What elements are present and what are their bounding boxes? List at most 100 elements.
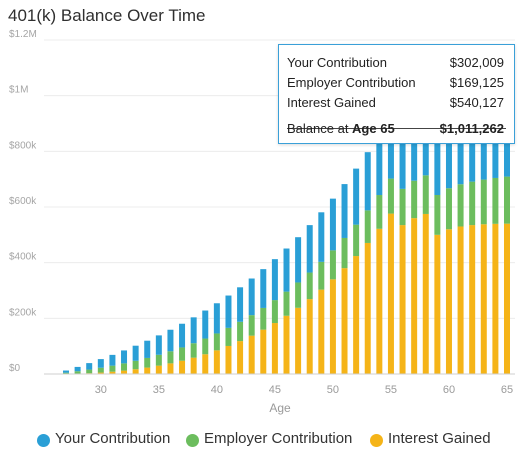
bar-segment-your-contribution	[86, 363, 93, 370]
bar-segment-employer-contribution	[434, 194, 441, 235]
bar-segment-your-contribution	[121, 350, 128, 364]
bar-segment-employer-contribution	[422, 175, 429, 214]
bar-segment-your-contribution	[434, 123, 441, 195]
bar-segment-employer-contribution	[225, 327, 232, 346]
bar-segment-interest-gained	[202, 354, 209, 374]
bar-segment-interest-gained	[387, 213, 394, 374]
bar-segment-employer-contribution	[376, 195, 383, 229]
bar-segment-your-contribution	[295, 237, 302, 283]
x-tick-label: 50	[327, 384, 339, 396]
bar-segment-your-contribution	[341, 184, 348, 238]
bar-segment-your-contribution	[132, 345, 139, 361]
legend-dot-icon	[186, 434, 199, 447]
bar-segment-employer-contribution	[237, 321, 244, 342]
bar-segment-your-contribution	[399, 124, 406, 189]
bar-segment-your-contribution	[387, 116, 394, 179]
bar-segment-interest-gained	[399, 225, 406, 374]
bar-segment-interest-gained	[422, 213, 429, 374]
bar-segment-interest-gained	[364, 242, 371, 374]
bar-segment-your-contribution	[225, 295, 232, 328]
bar-segment-interest-gained	[469, 225, 476, 374]
bar-segment-employer-contribution	[213, 333, 220, 351]
bar-segment-employer-contribution	[74, 371, 81, 374]
y-tick-label: $800k	[9, 140, 37, 151]
tooltip-label: Interest Gained	[287, 95, 376, 110]
bar-segment-interest-gained	[109, 371, 116, 374]
bar-segment-your-contribution	[364, 152, 371, 211]
bar-segment-employer-contribution	[492, 177, 499, 224]
bar-segment-interest-gained	[144, 367, 151, 374]
bar-segment-employer-contribution	[353, 224, 360, 257]
bar-segment-your-contribution	[237, 287, 244, 322]
x-tick-label: 65	[501, 384, 513, 396]
bar-segment-interest-gained	[457, 226, 464, 374]
y-tick-label: $600k	[9, 196, 37, 207]
bar-segment-interest-gained	[121, 370, 128, 374]
bar-segment-employer-contribution	[63, 372, 69, 374]
bar-segment-interest-gained	[132, 369, 139, 374]
bar-segment-employer-contribution	[144, 357, 151, 368]
bar-segment-interest-gained	[155, 365, 162, 374]
legend-dot-icon	[37, 434, 50, 447]
bar-segment-employer-contribution	[97, 367, 104, 373]
tooltip-value: $302,009	[449, 55, 504, 70]
bar-segment-interest-gained	[504, 223, 510, 374]
bar-segment-interest-gained	[295, 307, 302, 374]
bar-segment-employer-contribution	[364, 210, 371, 243]
bar-segment-interest-gained	[318, 289, 325, 374]
tooltip-total-label: Balance at Age 65	[287, 121, 395, 136]
bar-segment-your-contribution	[318, 212, 325, 262]
bar-segment-employer-contribution	[179, 347, 186, 361]
bar-segment-interest-gained	[329, 279, 336, 374]
tooltip-total-age: Age 65	[352, 121, 395, 136]
bar-segment-your-contribution	[167, 329, 174, 352]
bar-segment-interest-gained	[225, 345, 232, 374]
bar-segment-your-contribution	[306, 225, 313, 273]
x-axis-label: Age	[269, 401, 291, 415]
y-tick-labels: $0 $200k $400k $600k $800k $1M $1.2M	[9, 29, 37, 374]
bar-segment-your-contribution	[74, 366, 81, 372]
bar-segment-your-contribution	[179, 323, 186, 348]
bar-segment-employer-contribution	[271, 300, 278, 324]
tooltip-total-value: $1,011,262	[439, 121, 504, 136]
x-tick-label: 55	[385, 384, 397, 396]
bar-segment-employer-contribution	[248, 315, 255, 336]
bar-segment-interest-gained	[353, 256, 360, 374]
bar-segment-employer-contribution	[399, 188, 406, 226]
bar-segment-employer-contribution	[411, 180, 418, 219]
bar-segment-your-contribution	[97, 359, 104, 368]
x-tick-label: 40	[211, 384, 223, 396]
bar-segment-your-contribution	[155, 335, 162, 355]
bar-segment-employer-contribution	[109, 365, 116, 372]
y-tick-label: $200k	[9, 307, 37, 318]
bar-segment-interest-gained	[179, 360, 186, 374]
bar-segment-employer-contribution	[387, 178, 394, 214]
bar-segment-your-contribution	[283, 248, 290, 292]
bars	[63, 92, 510, 374]
bar-segment-interest-gained	[237, 341, 244, 374]
bar-segment-employer-contribution	[469, 181, 476, 226]
bar-segment-your-contribution	[353, 168, 360, 225]
bar-segment-interest-gained	[190, 357, 197, 374]
bar-segment-interest-gained	[411, 218, 418, 374]
tooltip-value: $169,125	[449, 75, 504, 90]
y-tick-label: $0	[9, 363, 21, 374]
bar-segment-employer-contribution	[329, 250, 336, 280]
bar-segment-interest-gained	[271, 323, 278, 374]
bar-segment-your-contribution	[411, 113, 418, 181]
bar-segment-employer-contribution	[260, 307, 267, 330]
bar-segment-interest-gained	[341, 268, 348, 374]
legend-label: Employer Contribution	[204, 430, 353, 447]
x-tick-label: 60	[443, 384, 455, 396]
bar-segment-your-contribution	[457, 108, 464, 185]
bar-segment-your-contribution	[190, 317, 197, 344]
y-tick-label: $1.2M	[9, 29, 37, 40]
tooltip-divider	[287, 128, 506, 129]
chart-title: 401(k) Balance Over Time	[8, 6, 206, 25]
bar-segment-your-contribution	[445, 114, 452, 189]
tooltip-label: Employer Contribution	[287, 75, 416, 90]
bar-segment-employer-contribution	[86, 369, 93, 374]
bar-segment-interest-gained	[376, 228, 383, 374]
bar-segment-your-contribution	[260, 269, 267, 308]
